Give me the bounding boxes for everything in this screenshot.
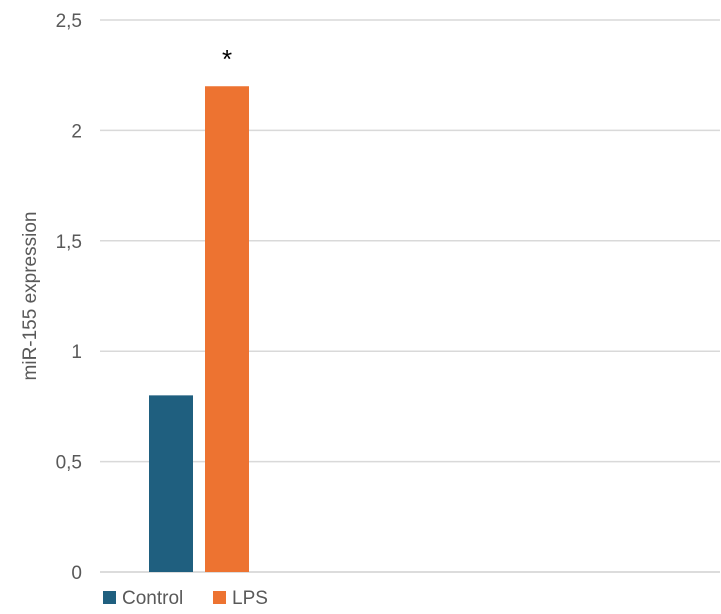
legend: Control LPS [103, 588, 268, 609]
bars: * [149, 44, 249, 573]
y-tick-label: 2,5 [56, 11, 82, 32]
bar-control [149, 395, 193, 572]
gridlines [100, 19, 720, 573]
y-tick-label: 1,5 [56, 232, 82, 253]
y-tick-label: 0 [71, 563, 82, 584]
legend-swatch-lps [213, 591, 226, 604]
bar-lps [205, 86, 249, 573]
significance-annotation: * [222, 44, 232, 74]
y-tick-label: 2 [71, 121, 82, 142]
legend-label-control: Control [122, 588, 183, 609]
legend-label-lps: LPS [232, 588, 268, 609]
y-axis-ticks: 0 0,5 1 1,5 2 2,5 [56, 11, 82, 584]
y-axis-label: miR-155 expression [20, 212, 41, 381]
legend-swatch-control [103, 591, 116, 604]
y-tick-label: 0,5 [56, 453, 82, 474]
y-tick-label: 1 [71, 342, 82, 363]
